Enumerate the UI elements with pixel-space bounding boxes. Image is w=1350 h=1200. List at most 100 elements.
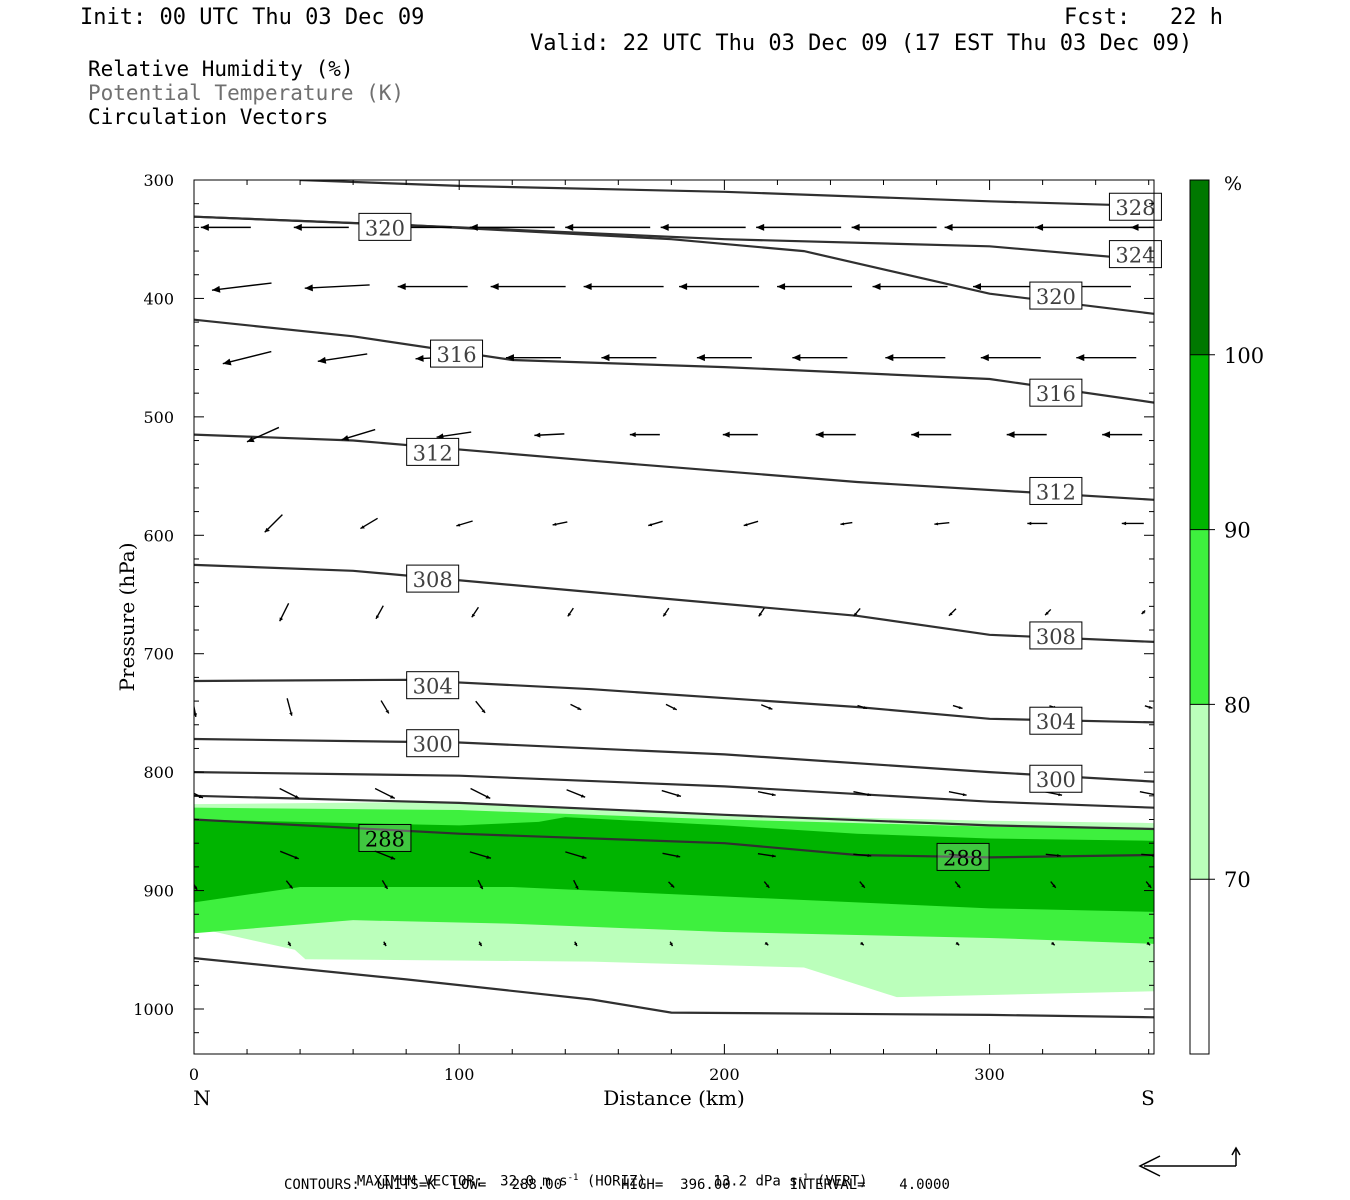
circulation-vector [648,520,663,527]
circulation-vector [1144,705,1153,709]
contour-label-308: 308 [1029,621,1083,650]
circulation-vector [756,223,842,231]
vector-head [390,856,396,860]
vector-head [1076,354,1085,362]
circulation-vector [375,605,384,620]
colorbar-bin-100 [1190,180,1209,355]
y-tick-label: 300 [143,171,174,190]
contour-label-312: 312 [1029,476,1083,505]
vector-head [1237,611,1241,614]
vector-head [293,223,302,231]
vector-head [478,942,482,947]
theta-contour-292 [194,794,1154,831]
circulation-vector [534,432,565,438]
contour-label-layer: 320 328 324 320 316 316 312 312 308 308 304 304 300 3… [358,192,1162,871]
vector-head [1130,223,1139,231]
horizontal-unit-exponent: -1 [567,1173,579,1183]
circulation-vector [792,354,848,362]
vector-head [505,354,514,362]
vector-head [956,884,961,888]
circulation-vector [475,700,486,714]
circulation-vector [471,606,480,618]
vector-head [389,795,395,799]
circulation-vector [815,431,856,439]
vector-head [815,431,824,439]
contour-label-text: 316 [1036,382,1076,406]
valid-time: Valid: 22 UTC Thu 03 Dec 09 (17 EST Thu … [530,31,1193,56]
contour-label-box [1029,621,1083,650]
vector-head [341,435,350,441]
vector-head [246,436,255,443]
contour-label-text: 308 [413,568,453,592]
circulation-vector [760,704,773,710]
vector-shaft [1139,791,1154,796]
circulation-vector [397,283,468,291]
circulation-vector [1141,610,1146,615]
vector-head [1050,942,1055,946]
contour-label-300: 300 [406,729,460,758]
circulation-vector [948,608,957,617]
vector-head [743,523,748,527]
vector-head [629,432,636,438]
vector-head [317,356,327,364]
circulation-vector [285,880,294,889]
vector-head [867,793,872,797]
vector-head [1045,611,1049,616]
vector-head [1006,431,1015,439]
vector-head [648,523,653,527]
vector-head [375,615,380,619]
vector-head [479,885,483,890]
vector-head [279,617,284,622]
circulation-vector [954,881,961,889]
vector-shaft [304,284,370,289]
y-tick-label: 900 [143,882,174,901]
circulation-vector [853,607,861,617]
vector-head [1052,884,1056,888]
vector-head [360,525,365,529]
contour-label-text: 328 [1115,196,1155,220]
south-label: S [1141,1086,1155,1110]
circulation-vector [1130,223,1154,231]
circulation-vector [570,703,582,711]
axes-layer: 300 400 500 600 700 800 900 1000 0 100 200 300 [133,171,1154,1084]
y-tick-label: 500 [143,408,174,427]
contour-label-box [406,437,460,466]
contour-label-box [1029,764,1083,793]
circulation-vector [840,521,853,526]
plot-frame [193,179,1155,1055]
contour-label-text: 320 [365,216,405,240]
circulation-vector [743,520,759,527]
vector-head [853,612,858,617]
circulation-vector [456,520,473,527]
circulation-vector [777,283,853,291]
vector-head [289,712,293,716]
circulation-vector [696,354,752,362]
contour-label-box [1108,192,1162,221]
circulation-vector [1006,431,1047,439]
x-axis-label: Distance (km) [603,1086,745,1110]
vector-head [1218,522,1222,525]
vector-head [1176,283,1184,290]
x-tick-label: 300 [974,1065,1005,1084]
max-vertical-value: 13.2 dPa s [713,1173,798,1190]
contour-label-320: 320 [358,212,412,241]
vector-head [288,885,293,889]
vector-head [382,942,387,947]
max-vector-info: MAXIMUM VECTOR: 32.0 m s-1 (HORIZ) 13.2 … [340,1157,868,1190]
contour-label-box [406,729,460,758]
vector-head [872,283,881,291]
circulation-vector [601,354,657,362]
vector-head [911,431,920,439]
vector-head [1147,884,1152,888]
vector-head [580,794,586,798]
circulation-vector [490,283,566,291]
vector-head [955,942,960,946]
vector-shaft [1237,610,1241,614]
theta-contour-308 [194,563,1154,643]
circulation-vector [194,703,198,717]
vector-head [198,794,203,798]
contour-label-text: 288 [365,827,405,851]
circulation-vector [382,941,387,947]
colorbar-bin-70 [1190,704,1209,880]
vector-head [1027,521,1032,526]
